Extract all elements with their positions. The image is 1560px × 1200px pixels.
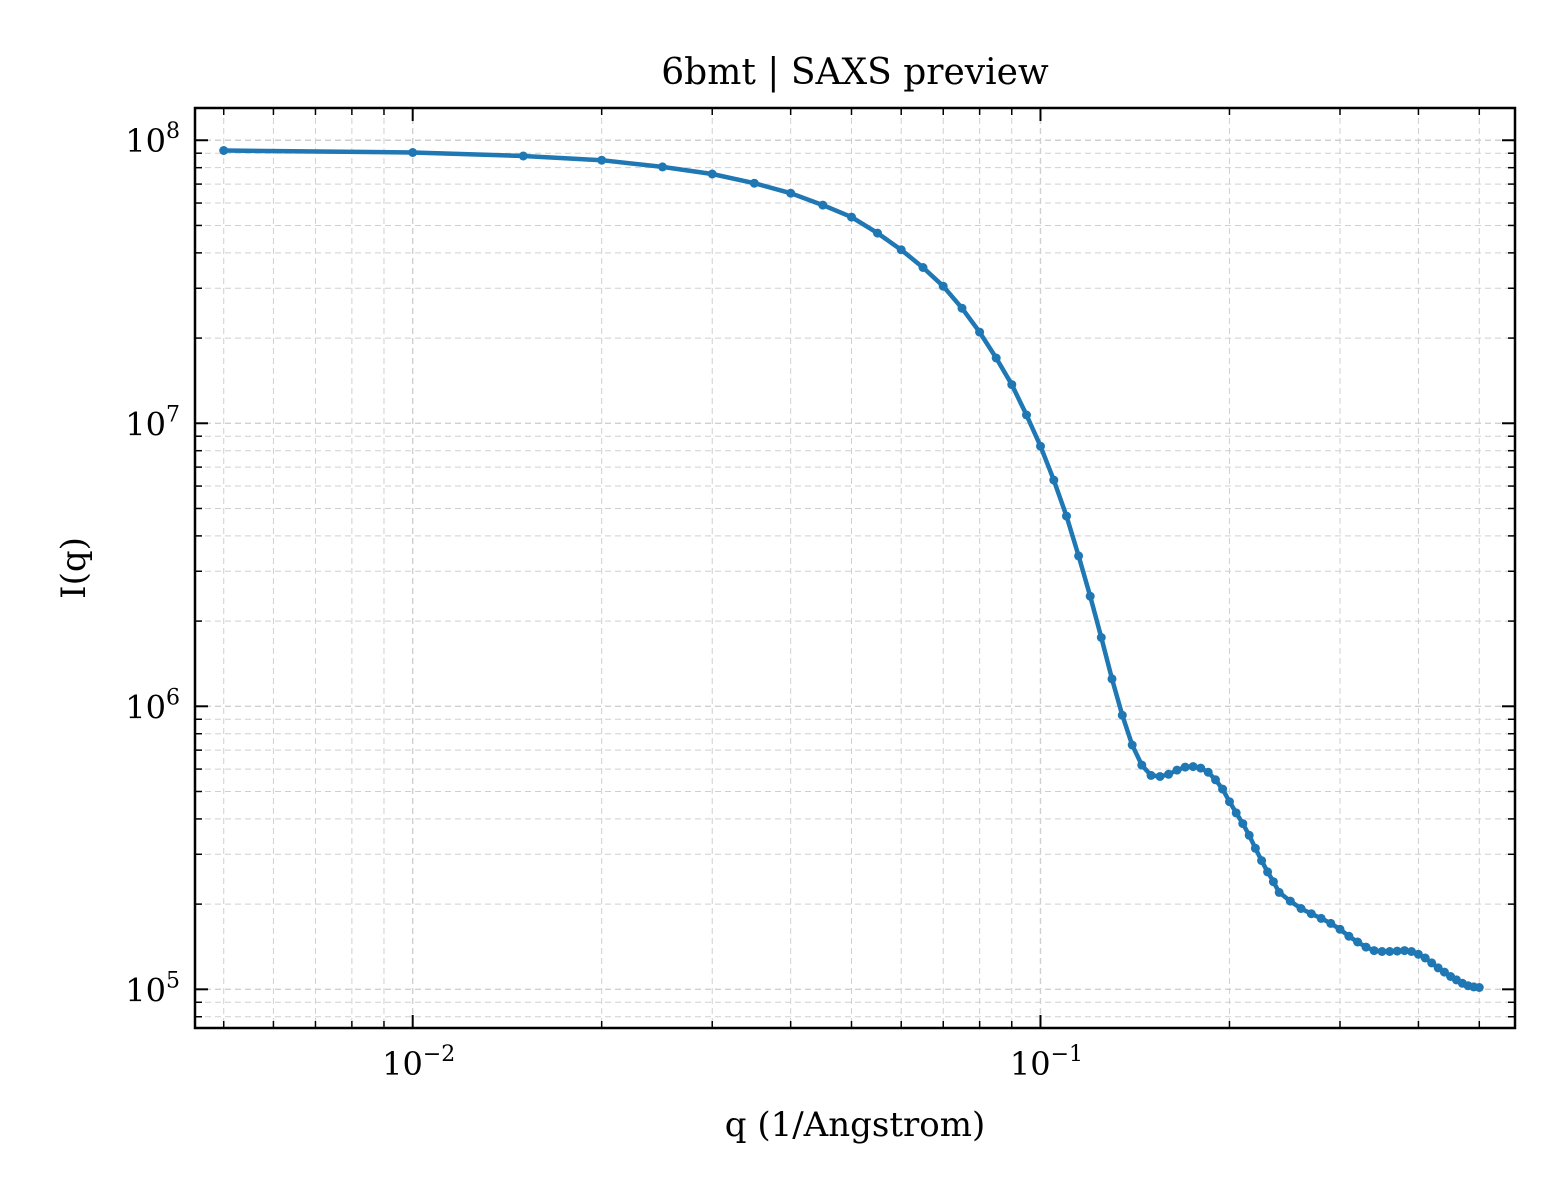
- data-point: [1263, 867, 1273, 877]
- data-point: [219, 146, 229, 155]
- data-point: [1413, 949, 1423, 959]
- data-point: [1335, 924, 1345, 934]
- data-point: [1400, 946, 1409, 956]
- data-point: [957, 303, 967, 313]
- data-point: [1049, 475, 1059, 485]
- data-point: [1231, 808, 1241, 818]
- data-point: [707, 169, 717, 179]
- data-point: [1377, 947, 1387, 956]
- y-tick-label: 107: [125, 402, 180, 443]
- data-point: [1062, 511, 1071, 521]
- data-point: [918, 263, 928, 272]
- data-point: [1164, 769, 1174, 779]
- data-point: [1474, 983, 1484, 992]
- data-point: [1407, 947, 1416, 956]
- data-point: [1203, 767, 1213, 777]
- data-point: [896, 245, 906, 255]
- series-group: [219, 146, 1484, 992]
- tick-labels: 10−2 10−1 105 106 107 108: [125, 119, 1083, 1083]
- y-tick-label: 108: [125, 119, 180, 160]
- data-point: [1427, 958, 1437, 968]
- plot-frame: [193, 106, 1517, 1030]
- data-point: [1196, 763, 1206, 773]
- data-point: [1385, 947, 1395, 956]
- data-point: [873, 228, 882, 238]
- data-point: [1074, 551, 1084, 561]
- data-point: [1188, 762, 1198, 772]
- data-point: [597, 155, 607, 165]
- data-point: [1353, 937, 1363, 947]
- data-point: [1361, 942, 1371, 952]
- y-tick-label: 106: [125, 685, 180, 726]
- data-point: [938, 281, 948, 291]
- data-point: [1316, 913, 1326, 923]
- data-point: [1238, 819, 1248, 829]
- data-point: [1344, 931, 1354, 941]
- data-point: [1155, 772, 1165, 781]
- data-point: [1369, 946, 1379, 956]
- data-point: [1146, 770, 1156, 780]
- x-axis-label: q (1/Angstrom): [725, 1105, 985, 1145]
- data-point: [1117, 710, 1127, 720]
- data-point: [1225, 797, 1234, 807]
- x-tick-label: 10−1: [1010, 1042, 1083, 1083]
- data-point: [1268, 877, 1278, 887]
- data-point: [1007, 380, 1017, 390]
- data-point: [818, 200, 828, 210]
- data-point: [847, 212, 856, 222]
- data-point: [1285, 896, 1295, 906]
- data-point: [1257, 856, 1267, 866]
- y-tick-label: 105: [125, 968, 180, 1009]
- data-point: [1137, 760, 1147, 770]
- data-point: [1296, 904, 1306, 913]
- data-point: [1107, 674, 1117, 684]
- data-point: [408, 148, 418, 157]
- data-point: [1211, 775, 1220, 785]
- data-point: [1244, 830, 1254, 840]
- x-tick-label: 10−2: [382, 1042, 455, 1083]
- data-point: [658, 162, 667, 172]
- data-point: [991, 353, 1001, 363]
- data-point: [1172, 765, 1182, 775]
- data-point: [1127, 740, 1137, 750]
- data-point: [1274, 887, 1284, 897]
- data-point: [1096, 633, 1106, 642]
- data-point: [1326, 918, 1336, 928]
- data-point: [975, 327, 985, 337]
- data-point: [518, 151, 528, 161]
- grid-major: [195, 108, 1515, 1028]
- chart-title: 6bmt | SAXS preview: [661, 52, 1049, 93]
- data-point: [1420, 953, 1430, 963]
- data-point: [786, 188, 796, 198]
- data-point: [1085, 591, 1095, 601]
- data-point: [1218, 784, 1228, 794]
- data-point: [1392, 946, 1402, 956]
- data-point: [1022, 410, 1031, 420]
- y-axis-label: I(q): [54, 537, 94, 599]
- data-point: [1036, 441, 1045, 451]
- data-point: [1250, 843, 1260, 853]
- grid-minor: [195, 108, 1515, 1028]
- data-point: [1306, 909, 1316, 919]
- data-point: [1180, 762, 1190, 772]
- data-point: [749, 178, 759, 188]
